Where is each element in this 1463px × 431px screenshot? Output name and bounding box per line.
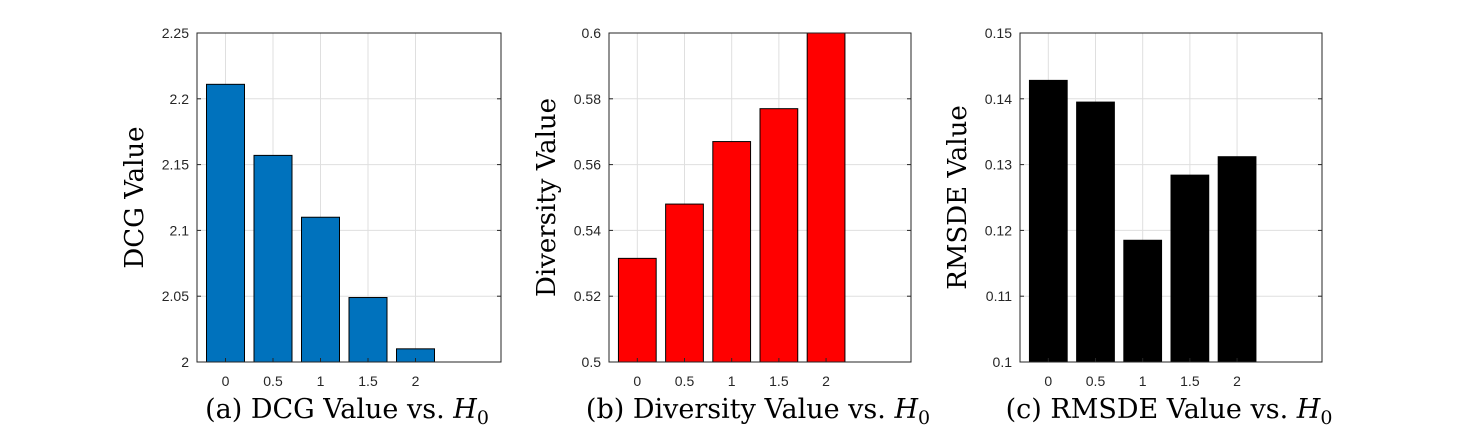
panel-caption: (b) Diversity Value vs. H0	[586, 394, 930, 429]
y-tick-label: 0.56	[574, 157, 601, 173]
bar-0.5	[253, 154, 293, 363]
y-tick-label: 2	[181, 354, 189, 370]
x-tick-label: 0.5	[263, 373, 283, 389]
x-tick-label: 0.5	[675, 373, 695, 389]
bar-2	[806, 32, 846, 363]
y-tick-label: 0.1	[993, 354, 1013, 370]
axes-box	[608, 32, 912, 363]
x-tick-label: 1.5	[358, 373, 378, 389]
caption-prefix: (a) DCG Value vs.	[205, 394, 453, 425]
y-tick-label: 2.2	[170, 91, 190, 107]
bar-0.5	[665, 203, 704, 363]
bar-1.5	[1170, 174, 1210, 363]
y-tick-label: 0.13	[985, 157, 1012, 173]
panel-caption: (a) DCG Value vs. H0	[205, 394, 489, 429]
x-tick-label: 0.5	[1086, 373, 1106, 389]
y-tick-label: 0.6	[582, 25, 602, 41]
x-tick-label: 1	[1139, 373, 1147, 389]
x-tick-label: 2	[1233, 373, 1241, 389]
y-axis-label: Diversity Value	[532, 98, 562, 297]
chart-panel-0: 2 2.05 2.1 2.15 2.2 2.25 0 0.5 1 1.5 2 DCG Value (a)…	[120, 25, 502, 429]
caption-subscript: 0	[477, 407, 489, 429]
caption-prefix: (b) Diversity Value vs.	[586, 394, 895, 425]
y-tick-label: 0.5	[582, 354, 602, 370]
bar-1	[1123, 239, 1163, 363]
x-tick-label: 0	[633, 373, 641, 389]
x-tick-label: 2	[412, 373, 420, 389]
caption-subscript: 0	[918, 407, 930, 429]
axes-box	[1019, 32, 1323, 363]
chart-panel-1: 0.5 0.52 0.54 0.56 0.58 0.6 0 0.5 1 1.5 2 Diversity…	[532, 25, 930, 429]
y-tick-label: 0.12	[985, 222, 1012, 238]
y-tick-label: 0.14	[985, 91, 1012, 107]
bar-0	[206, 83, 245, 363]
caption-variable: H	[893, 394, 918, 425]
x-tick-label: 0	[1044, 373, 1052, 389]
y-tick-label: 0.15	[985, 25, 1012, 41]
y-tick-label: 2.1	[170, 222, 190, 238]
caption-subscript: 0	[1320, 407, 1332, 429]
y-tick-label: 0.52	[574, 288, 601, 304]
y-axis-label: RMSDE Value	[943, 105, 973, 289]
y-tick-label: 0.58	[574, 91, 601, 107]
bar-0	[617, 257, 657, 363]
bar-1	[301, 216, 340, 363]
caption-variable: H	[1296, 394, 1321, 425]
bar-2	[1217, 156, 1257, 363]
y-tick-label: 2.25	[162, 25, 189, 41]
y-tick-label: 0.11	[986, 288, 1012, 304]
caption-prefix: (c) RMSDE Value vs.	[1006, 394, 1297, 425]
bar-1	[712, 141, 752, 363]
x-tick-label: 2	[822, 373, 830, 389]
x-tick-label: 1.5	[1180, 373, 1200, 389]
axes-box	[196, 32, 502, 363]
x-tick-label: 1	[728, 373, 736, 389]
chart-panel-2: 0.1 0.11 0.12 0.13 0.14 0.15 0 0.5 1 1.5 2 RMSDE Va…	[943, 25, 1332, 429]
bar-0	[1028, 79, 1068, 363]
bar-1.5	[759, 108, 799, 363]
y-tick-label: 0.54	[574, 222, 601, 238]
x-tick-label: 1.5	[769, 373, 789, 389]
panel-caption: (c) RMSDE Value vs. H0	[1006, 394, 1333, 429]
y-tick-label: 2.15	[162, 157, 189, 173]
caption-variable: H	[452, 394, 477, 425]
bar-1.5	[348, 297, 388, 363]
bar-0.5	[1076, 101, 1115, 363]
y-tick-label: 2.05	[162, 288, 189, 304]
y-axis-label: DCG Value	[120, 126, 150, 268]
x-tick-label: 1	[317, 373, 325, 389]
x-tick-label: 0	[222, 373, 230, 389]
